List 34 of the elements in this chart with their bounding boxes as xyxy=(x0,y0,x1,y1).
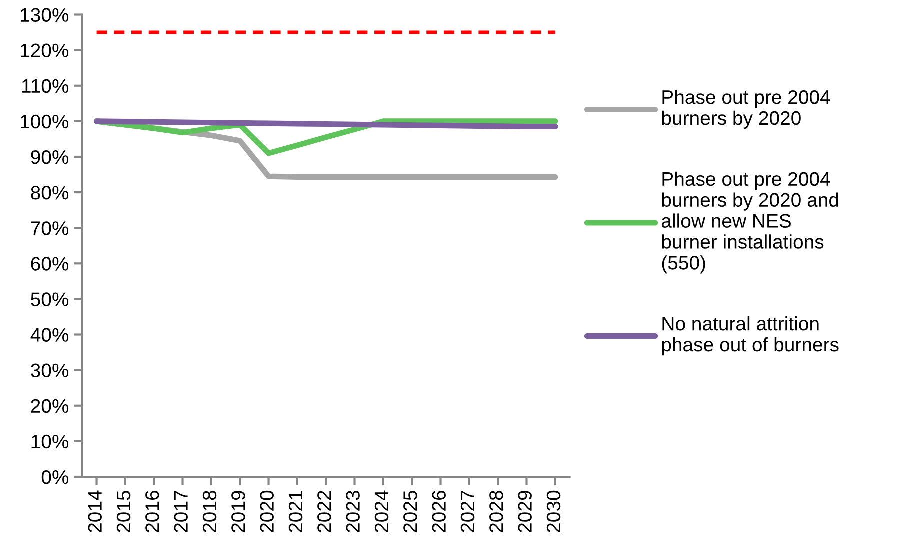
y-tick-label: 50% xyxy=(31,292,69,306)
y-tick-label: 70% xyxy=(31,222,69,236)
x-tick-label: 2019 xyxy=(232,491,246,532)
y-tick-label: 110% xyxy=(22,79,69,94)
y-tick-label: 90% xyxy=(31,150,69,164)
x-tick-label: 2015 xyxy=(116,490,131,532)
y-tick-label: 100% xyxy=(21,114,69,129)
y-tick-label: 130% xyxy=(21,8,69,22)
y-tick-label: 60% xyxy=(31,257,69,271)
x-tick-label: 2014 xyxy=(88,490,102,532)
legend-label: Phase out pre 2004 burners by 2020 xyxy=(662,90,830,130)
x-tick-label: 2024 xyxy=(374,490,389,532)
x-tick-label: 2027 xyxy=(460,491,475,532)
y-tick-label: 40% xyxy=(30,328,69,342)
x-tick-label: 2025 xyxy=(404,490,418,532)
x-tick-label: 2017 xyxy=(174,491,188,532)
x-tick-label: 2018 xyxy=(202,491,217,532)
x-tick-label: 2022 xyxy=(318,491,332,532)
x-tick-label: 2030 xyxy=(546,490,561,532)
x-tick-label: 2016 xyxy=(146,491,160,532)
y-tick-label: 10% xyxy=(32,434,69,449)
y-tick-label: 120% xyxy=(21,44,69,58)
x-tick-label: 2023 xyxy=(346,491,360,532)
x-tick-label: 2020 xyxy=(260,490,274,532)
y-tick-label: 0% xyxy=(42,470,69,484)
x-tick-label: 2021 xyxy=(288,491,303,532)
y-tick-label: 30% xyxy=(31,364,69,378)
x-tick-label: 2026 xyxy=(432,491,446,532)
y-tick-label: 80% xyxy=(31,186,69,200)
y-tick-label: 20% xyxy=(31,399,69,414)
legend-label: No natural attrition phase out of burners xyxy=(662,316,839,356)
x-tick-label: 2029 xyxy=(518,491,532,532)
x-tick-label: 2028 xyxy=(490,491,504,532)
legend-label: Phase out pre 2004 burners by 2020 and allow new NES burner installations (550) xyxy=(662,172,838,274)
